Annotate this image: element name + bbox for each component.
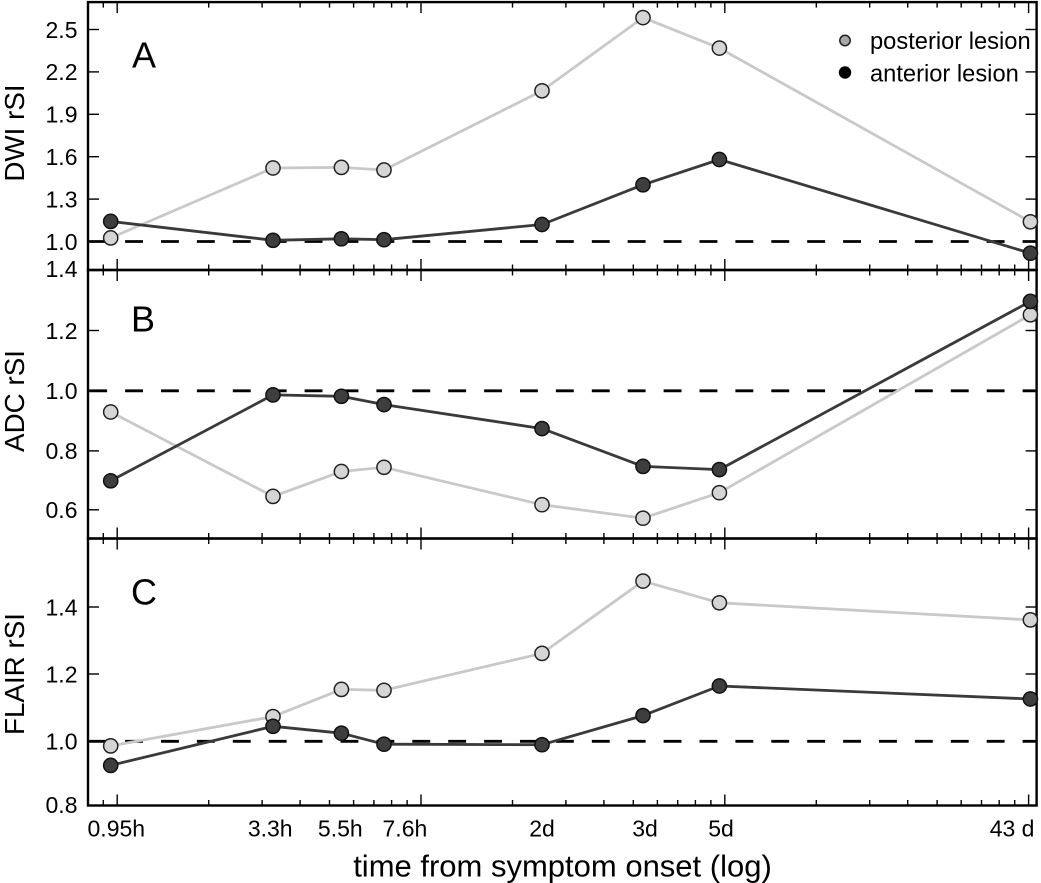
svg-text:1.0: 1.0 (46, 229, 78, 255)
svg-text:B: B (131, 299, 155, 340)
svg-text:5.5h: 5.5h (318, 816, 363, 842)
svg-text:2.2: 2.2 (46, 59, 78, 85)
svg-text:1.4: 1.4 (46, 256, 78, 282)
svg-text:7.6h: 7.6h (383, 816, 428, 842)
svg-text:5d: 5d (708, 816, 734, 842)
svg-text:time from symptom onset (log): time from symptom onset (log) (353, 849, 772, 883)
svg-text:1.9: 1.9 (46, 102, 78, 128)
svg-text:1.2: 1.2 (46, 661, 78, 687)
svg-text:1.2: 1.2 (46, 318, 78, 344)
svg-text:0.6: 0.6 (46, 497, 78, 523)
svg-text:1.4: 1.4 (46, 594, 78, 620)
svg-text:0.8: 0.8 (46, 438, 78, 464)
svg-text:2.5: 2.5 (46, 17, 78, 43)
svg-text:DWI rSI: DWI rSI (0, 84, 30, 181)
svg-text:43 d: 43 d (990, 816, 1035, 842)
svg-text:1.0: 1.0 (46, 729, 78, 755)
svg-text:1.3: 1.3 (46, 186, 78, 212)
svg-text:C: C (131, 572, 157, 613)
svg-text:2d: 2d (529, 816, 555, 842)
svg-text:1.6: 1.6 (46, 144, 78, 170)
svg-text:FLAIR rSI: FLAIR rSI (0, 613, 30, 735)
svg-text:anterior lesion: anterior lesion (870, 61, 1019, 87)
svg-text:0.95h: 0.95h (88, 816, 146, 842)
svg-text:ADC rSI: ADC rSI (0, 350, 30, 452)
svg-text:3.3h: 3.3h (248, 816, 293, 842)
svg-text:posterior lesion: posterior lesion (870, 29, 1031, 55)
svg-text:3d: 3d (632, 816, 658, 842)
svg-text:1.0: 1.0 (46, 378, 78, 404)
svg-text:A: A (132, 35, 156, 76)
svg-text:0.8: 0.8 (46, 792, 78, 818)
